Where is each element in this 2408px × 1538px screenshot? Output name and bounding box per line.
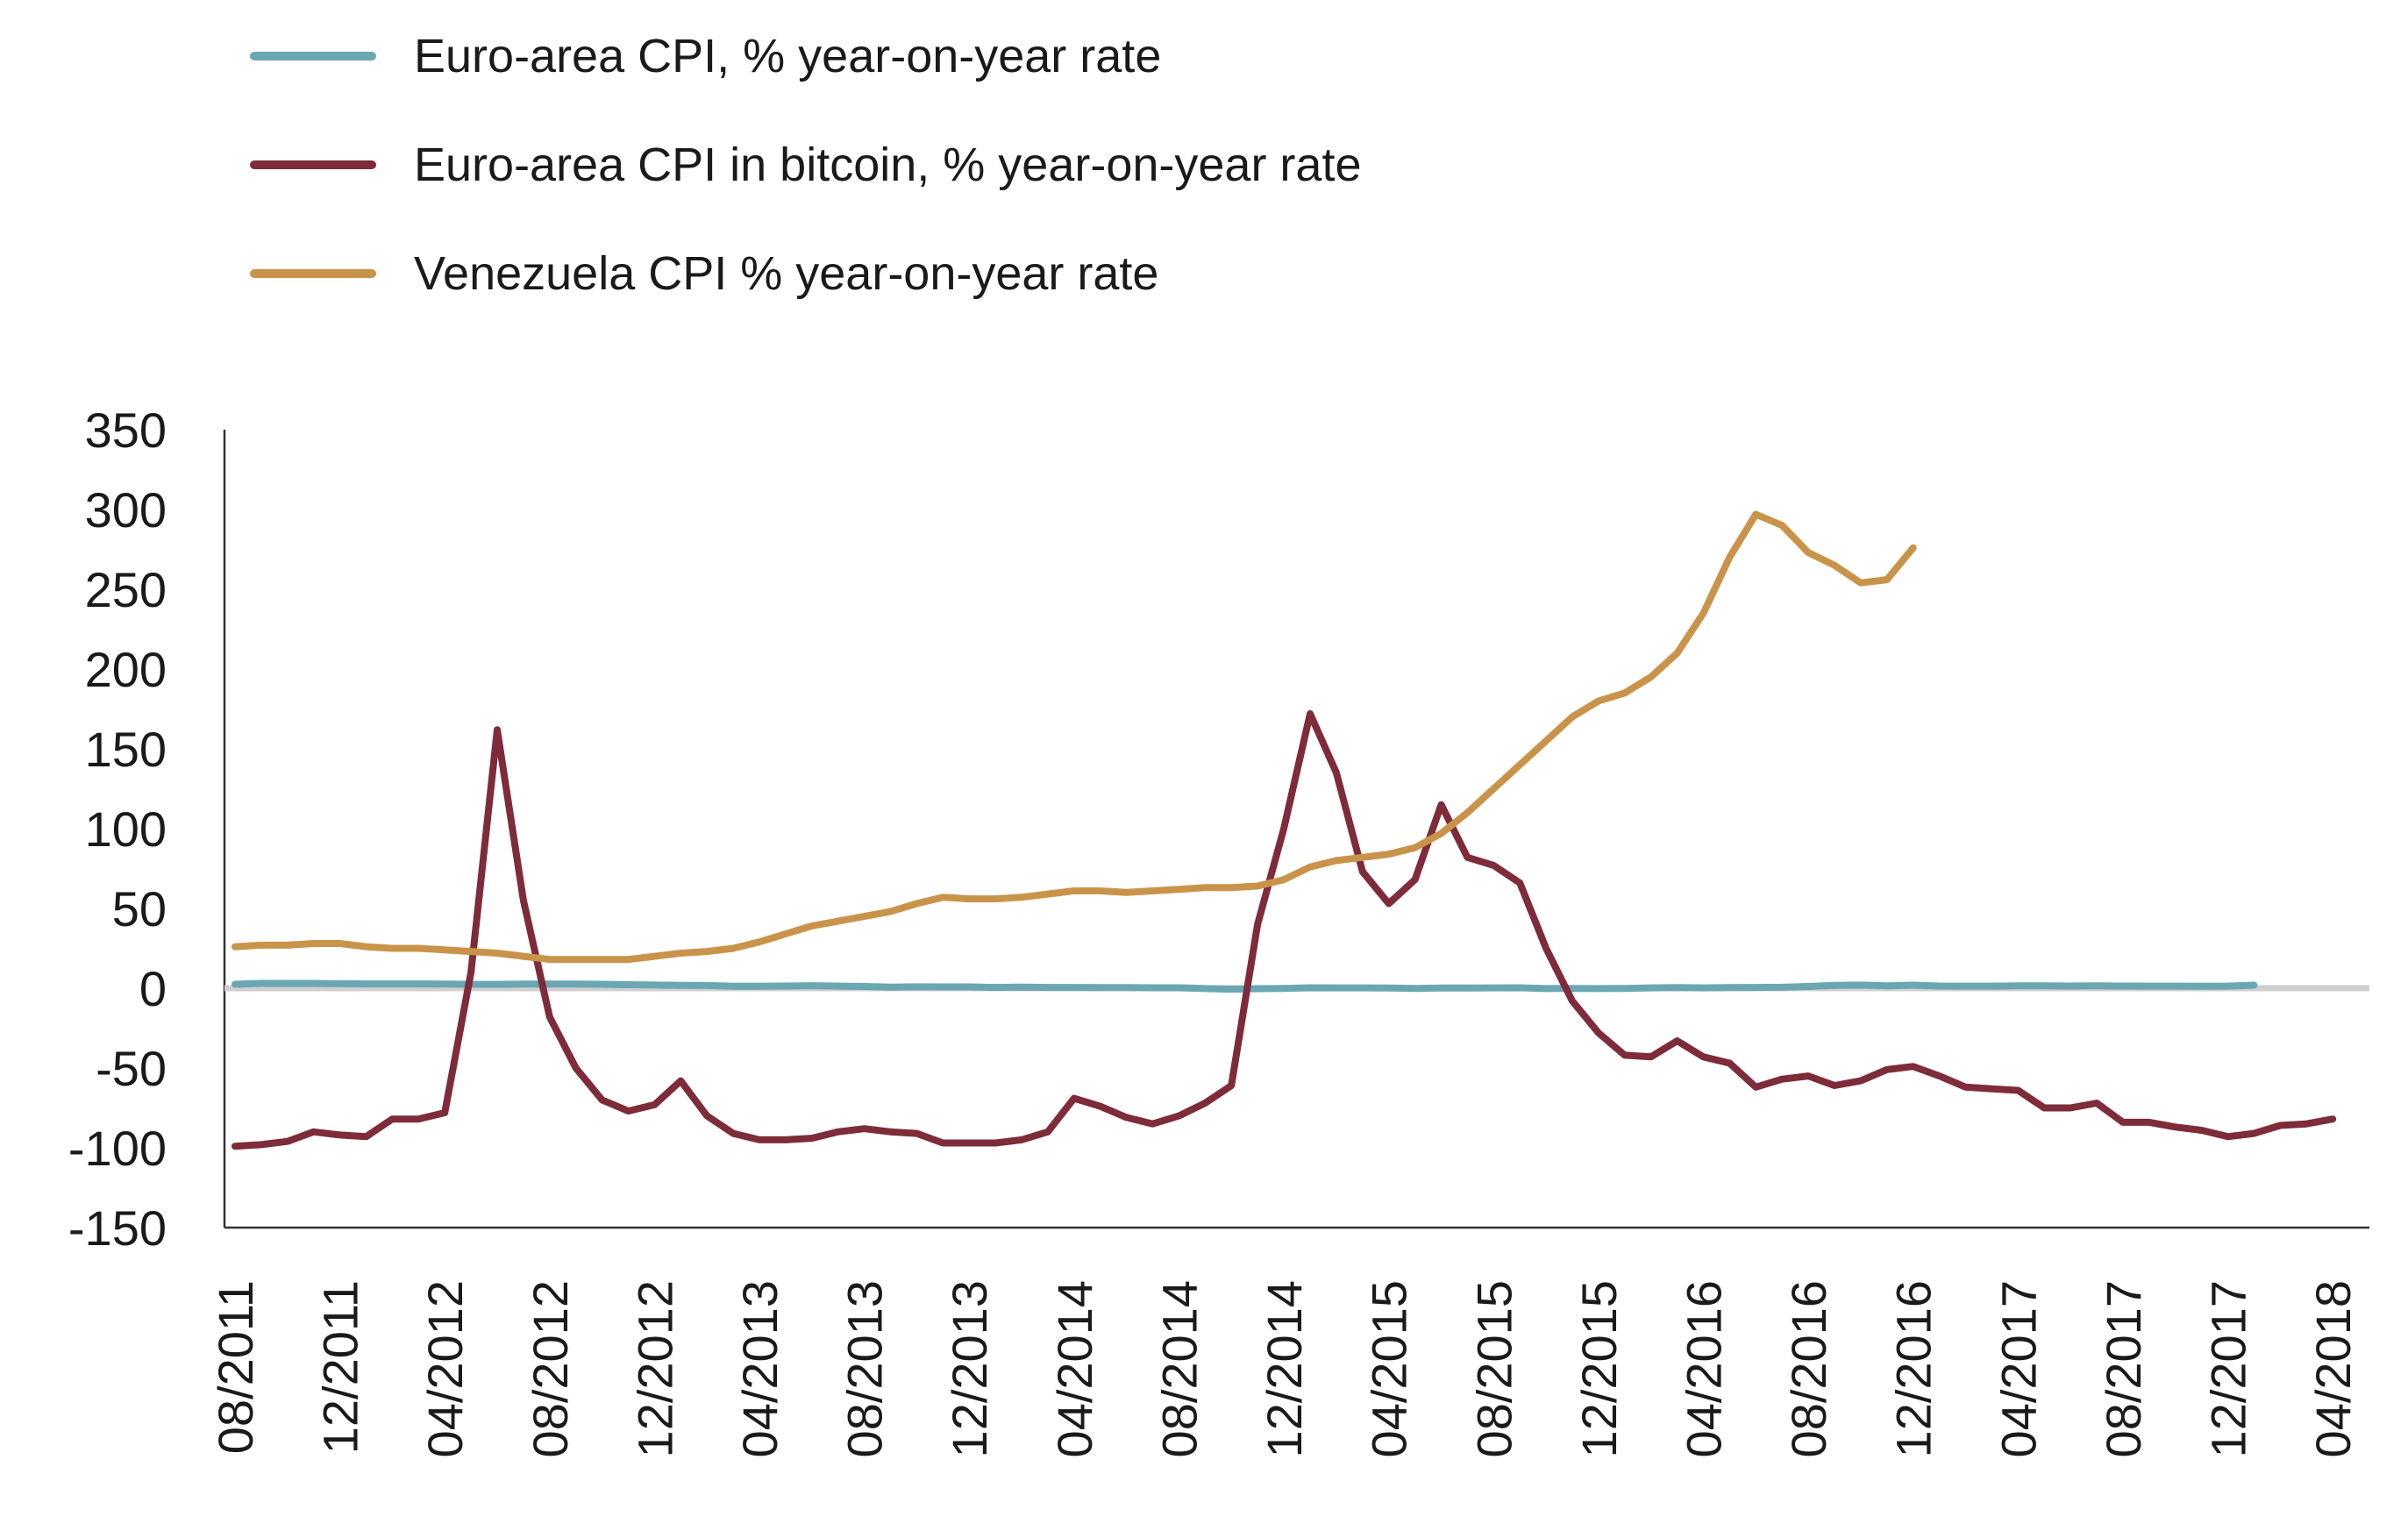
legend-label: Euro-area CPI, % year-on-year rate [414,30,1161,82]
x-tick-label: 12/2016 [1886,1280,1941,1457]
y-axis-ticks: 350 300 250 200 150 100 50 0 -50 -100 -150 [68,402,167,1256]
legend-item: Venezuela CPI % year-on-year rate [250,247,1158,300]
series-lines [232,510,2337,1150]
y-tick-label: 150 [85,722,167,777]
x-tick-label: 12/2011 [313,1280,368,1454]
y-tick-label: -150 [68,1200,167,1256]
y-tick-label: 200 [85,642,167,697]
series-line-2 [232,710,2337,1150]
y-tick-label: 50 [112,881,167,936]
x-tick-label: 12/2013 [942,1280,997,1457]
x-tick-label: 08/2014 [1151,1280,1207,1457]
legend-label: Euro-area CPI in bitcoin, % year-on-year… [414,139,1361,191]
legend-item: Euro-area CPI, % year-on-year rate [250,30,1161,82]
y-tick-label: -50 [96,1041,167,1096]
x-tick-label: 08/2015 [1466,1280,1521,1457]
x-tick-label: 04/2013 [732,1280,787,1457]
legend-label: Venezuela CPI % year-on-year rate [414,247,1158,300]
x-tick-label: 08/2012 [523,1280,578,1457]
x-tick-label: 12/2014 [1257,1280,1312,1457]
y-tick-label: 350 [85,402,167,458]
y-tick-label: -100 [68,1121,167,1176]
x-tick-label: 04/2018 [2305,1280,2361,1457]
x-axis-ticks: 08/2011 12/2011 04/2012 08/2012 12/2012 04/20… [208,1280,2361,1457]
series-line-3 [232,510,1917,964]
x-tick-label: 04/2012 [417,1280,473,1457]
x-tick-label: 08/2016 [1781,1280,1836,1457]
x-tick-label: 04/2015 [1362,1280,1417,1457]
y-tick-label: 0 [139,961,167,1016]
x-tick-label: 04/2014 [1047,1280,1102,1457]
y-tick-label: 250 [85,562,167,617]
x-tick-label: 08/2011 [208,1280,263,1454]
x-tick-label: 12/2015 [1571,1280,1627,1457]
x-tick-label: 08/2017 [2096,1280,2151,1457]
x-tick-label: 12/2017 [2200,1280,2255,1457]
x-tick-label: 04/2016 [1676,1280,1731,1457]
x-tick-label: 12/2012 [627,1280,682,1457]
legend-item: Euro-area CPI in bitcoin, % year-on-year… [250,139,1361,191]
y-tick-label: 300 [85,482,167,538]
x-tick-label: 08/2013 [837,1280,893,1457]
x-tick-label: 04/2017 [1991,1280,2046,1457]
legend: Euro-area CPI, % year-on-year rate Euro-a… [250,30,1361,300]
y-tick-label: 100 [85,801,167,857]
